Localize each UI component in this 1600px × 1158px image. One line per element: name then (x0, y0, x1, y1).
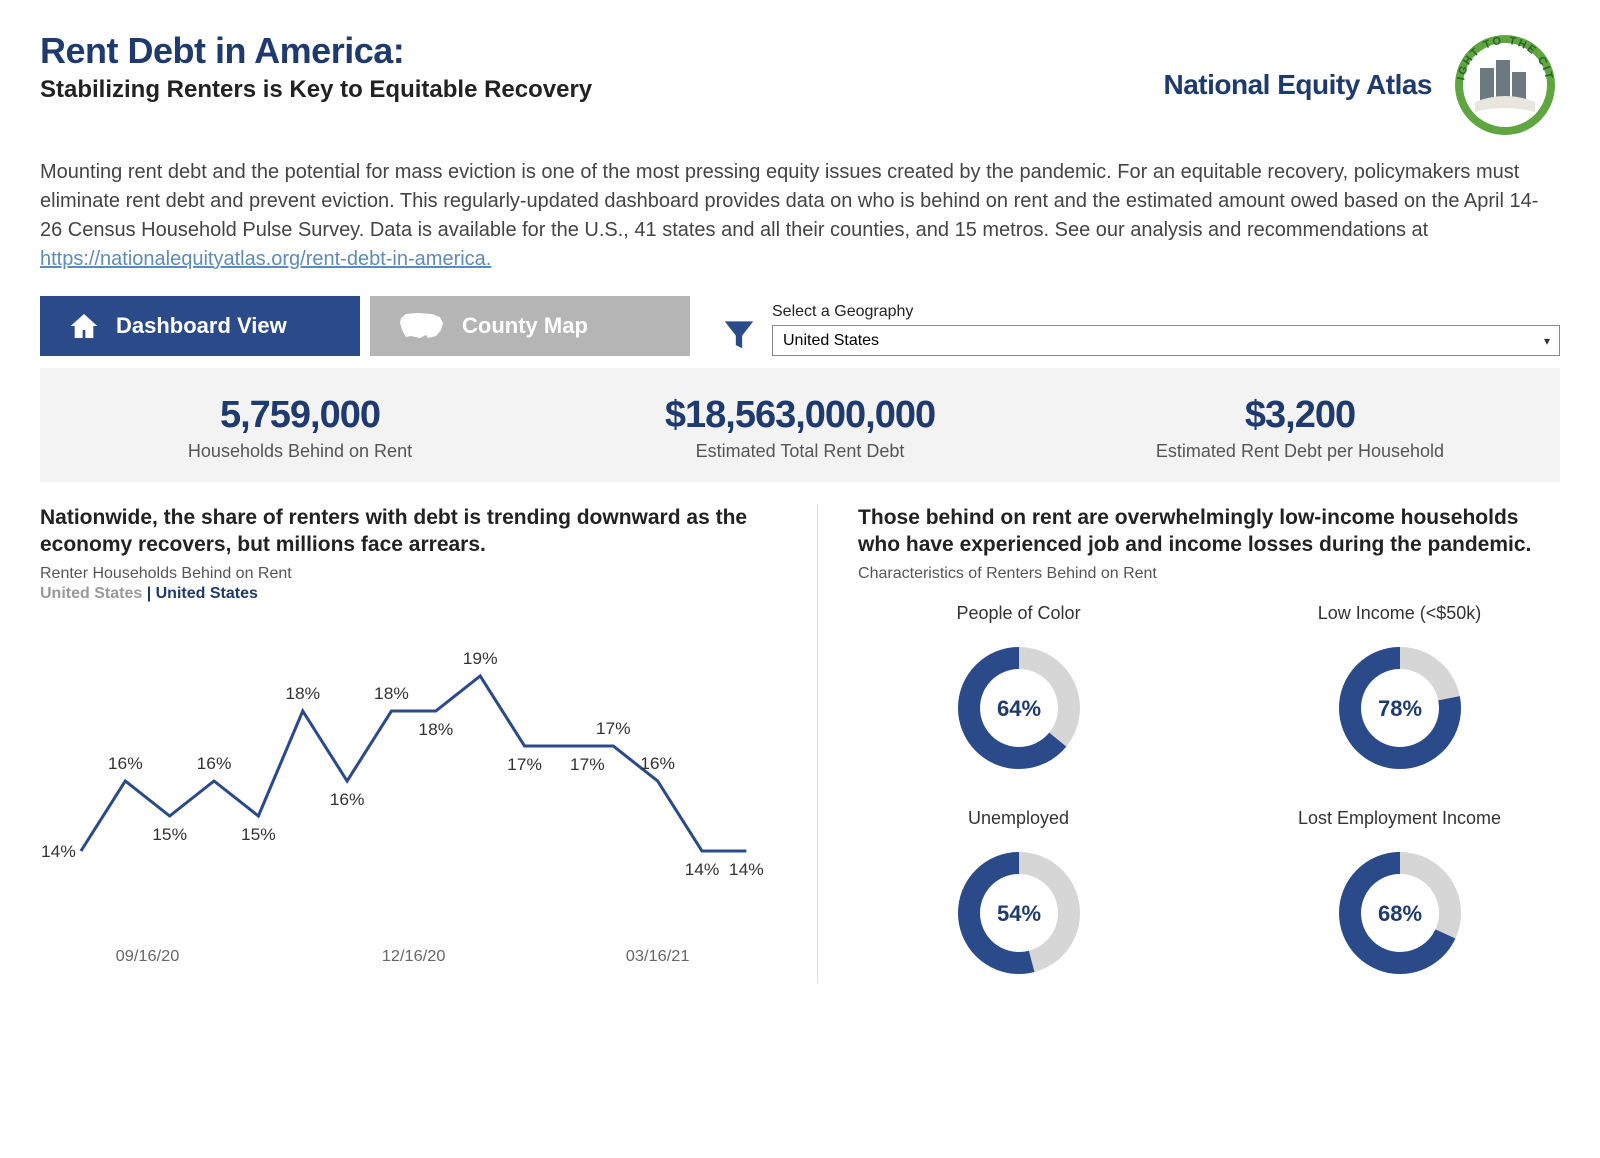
home-icon (68, 310, 100, 342)
usa-map-icon (398, 310, 446, 342)
donut-item: Lost Employment Income 68% (1239, 808, 1560, 983)
donut-chart: 78% (1330, 638, 1470, 778)
stat-item: $3,200 Estimated Rent Debt per Household (1050, 394, 1550, 462)
x-axis-tick: 03/16/21 (626, 947, 690, 965)
summary-stats: 5,759,000 Households Behind on Rent$18,5… (40, 368, 1560, 482)
title-block: Rent Debt in America: Stabilizing Renter… (40, 30, 1163, 104)
page-title: Rent Debt in America: (40, 30, 1163, 72)
donut-title: Those behind on rent are overwhelmingly … (858, 504, 1560, 559)
page-subtitle: Stabilizing Renters is Key to Equitable … (40, 76, 1163, 104)
donut-percent: 78% (1377, 696, 1421, 721)
donut-subtitle: Characteristics of Renters Behind on Ren… (858, 565, 1560, 583)
donut-item: Low Income (<$50k) 78% (1239, 603, 1560, 778)
data-point-label: 16% (640, 753, 675, 773)
line-chart-panel: Nationwide, the share of renters with de… (40, 504, 777, 983)
tab-dashboard-view[interactable]: Dashboard View (40, 296, 360, 356)
data-point-label: 16% (108, 753, 143, 773)
geography-filter: Select a Geography United States (720, 303, 1560, 356)
donut-label: Lost Employment Income (1239, 808, 1560, 829)
data-point-label: 18% (418, 719, 453, 739)
data-point-label: 15% (241, 824, 276, 844)
stat-label: Estimated Rent Debt per Household (1050, 441, 1550, 462)
donut-percent: 68% (1377, 901, 1421, 926)
stat-value: $3,200 (1050, 394, 1550, 437)
legend-dim: United States (40, 585, 142, 602)
stat-item: 5,759,000 Households Behind on Rent (50, 394, 550, 462)
brand-block: National Equity Atlas RIGHT TO THE CITY (1163, 30, 1560, 140)
x-axis-tick: 12/16/20 (382, 947, 446, 965)
donut-grid: People of Color 64% Low Income (<$50k) 7… (858, 603, 1560, 983)
intro-link[interactable]: https://nationalequityatlas.org/rent-deb… (40, 248, 491, 270)
x-axis-tick: 09/16/20 (116, 947, 180, 965)
stat-value: $18,563,000,000 (550, 394, 1050, 437)
donut-chart: 68% (1330, 843, 1470, 983)
right-to-city-logo: RIGHT TO THE CITY (1450, 30, 1560, 140)
line-chart-subtitle: Renter Households Behind on Rent (40, 565, 777, 583)
tabs-row: Dashboard View County Map Select a Geogr… (40, 296, 1560, 356)
donut-panel: Those behind on rent are overwhelmingly … (817, 504, 1560, 983)
funnel-icon (720, 312, 758, 356)
donut-chart: 64% (949, 638, 1089, 778)
stat-item: $18,563,000,000 Estimated Total Rent Deb… (550, 394, 1050, 462)
data-point-label: 16% (197, 753, 232, 773)
line-chart-title: Nationwide, the share of renters with de… (40, 504, 777, 559)
data-point-label: 19% (463, 648, 498, 668)
stat-label: Estimated Total Rent Debt (550, 441, 1050, 462)
intro-paragraph: Mounting rent debt and the potential for… (40, 158, 1560, 274)
data-point-label: 15% (152, 824, 187, 844)
donut-percent: 64% (997, 696, 1041, 721)
donut-percent: 54% (997, 901, 1041, 926)
data-point-label: 17% (570, 754, 605, 774)
donut-chart: 54% (949, 843, 1089, 983)
header: Rent Debt in America: Stabilizing Renter… (40, 30, 1560, 140)
tab-county-map[interactable]: County Map (370, 296, 690, 356)
intro-text: Mounting rent debt and the potential for… (40, 161, 1538, 241)
tab-county-label: County Map (462, 313, 588, 339)
data-point-label: 17% (507, 754, 542, 774)
line-chart: 14% 16% 15% 16% 15% 18% 16% 18% 18% 19% 17% 17% 17% 1… (40, 611, 777, 971)
data-point-label: 14% (729, 859, 764, 879)
donut-item: Unemployed 54% (858, 808, 1179, 983)
data-point-label: 17% (596, 718, 631, 738)
legend-bold: United States (156, 585, 258, 602)
stat-value: 5,759,000 (50, 394, 550, 437)
donut-item: People of Color 64% (858, 603, 1179, 778)
data-point-label: 18% (285, 683, 320, 703)
tab-dashboard-label: Dashboard View (116, 313, 287, 339)
data-point-label: 14% (41, 841, 76, 861)
stat-label: Households Behind on Rent (50, 441, 550, 462)
data-point-label: 14% (685, 859, 720, 879)
brand-name: National Equity Atlas (1163, 69, 1432, 101)
donut-label: Low Income (<$50k) (1239, 603, 1560, 624)
data-point-label: 16% (330, 789, 365, 809)
geography-select[interactable]: United States (772, 325, 1560, 356)
data-point-label: 18% (374, 683, 409, 703)
line-chart-legend: United States | United States (40, 585, 777, 603)
donut-label: People of Color (858, 603, 1179, 624)
charts-row: Nationwide, the share of renters with de… (40, 504, 1560, 983)
geography-label: Select a Geography (772, 303, 1560, 321)
donut-label: Unemployed (858, 808, 1179, 829)
